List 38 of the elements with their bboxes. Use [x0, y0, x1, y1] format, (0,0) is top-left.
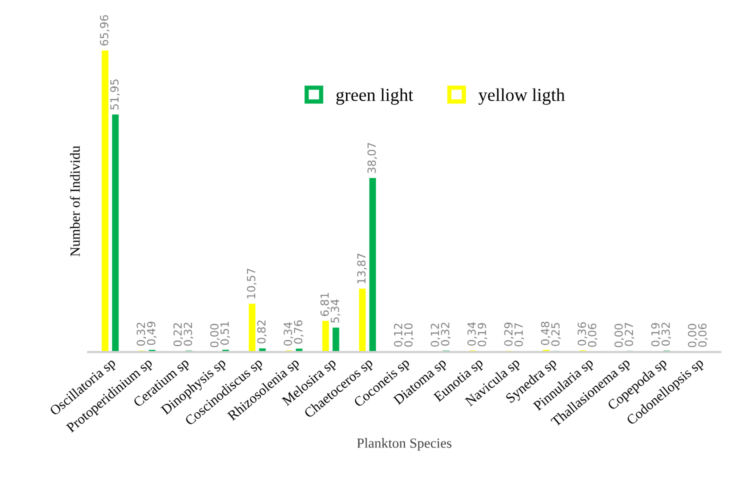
data-label: 0,48 — [540, 322, 550, 345]
data-label: 0,06 — [588, 324, 598, 347]
data-label: 0,22 — [173, 323, 183, 346]
data-label: 0,10 — [404, 323, 414, 347]
data-label: 0,34 — [284, 322, 294, 346]
data-label: 0,00 — [614, 324, 624, 348]
data-label: 38,07 — [367, 142, 378, 173]
data-label: 0,32 — [661, 322, 672, 346]
data-label: 13,87 — [357, 254, 367, 284]
data-label: 0,32 — [440, 322, 451, 346]
data-label: 0,17 — [514, 323, 524, 346]
data-label: 0,00 — [210, 324, 220, 348]
data-label: 0,25 — [551, 322, 561, 346]
data-label: 0,34 — [467, 322, 477, 346]
data-label: 0,36 — [578, 322, 588, 346]
data-label: 0,32 — [184, 322, 194, 346]
data-label: 0,76 — [294, 320, 304, 344]
data-label: 0,19 — [478, 323, 488, 346]
data-label: 0,00 — [688, 324, 698, 348]
legend-label: yellow ligth — [478, 88, 565, 105]
data-label: 0,19 — [651, 323, 661, 346]
data-label: 0,49 — [146, 322, 157, 345]
data-label: 5,34 — [330, 299, 340, 323]
data-label: 0,12 — [430, 324, 440, 347]
data-label: 0,27 — [624, 322, 634, 346]
data-label: 0,06 — [698, 324, 708, 347]
data-label: 0,51 — [220, 322, 230, 345]
x-axis-title: Plankton Species — [357, 438, 452, 451]
data-label: 0,12 — [394, 324, 404, 347]
data-label: 0,29 — [504, 322, 514, 346]
data-label: 0,32 — [136, 322, 146, 346]
data-label: 65,96 — [100, 15, 110, 46]
y-axis-title: Number of Individu — [70, 146, 80, 256]
data-label: 10,57 — [246, 268, 256, 298]
legend-label: green light — [336, 88, 414, 105]
data-label: 51,95 — [110, 80, 120, 110]
data-label: 6,81 — [320, 293, 330, 316]
data-label: 0,82 — [257, 320, 267, 344]
